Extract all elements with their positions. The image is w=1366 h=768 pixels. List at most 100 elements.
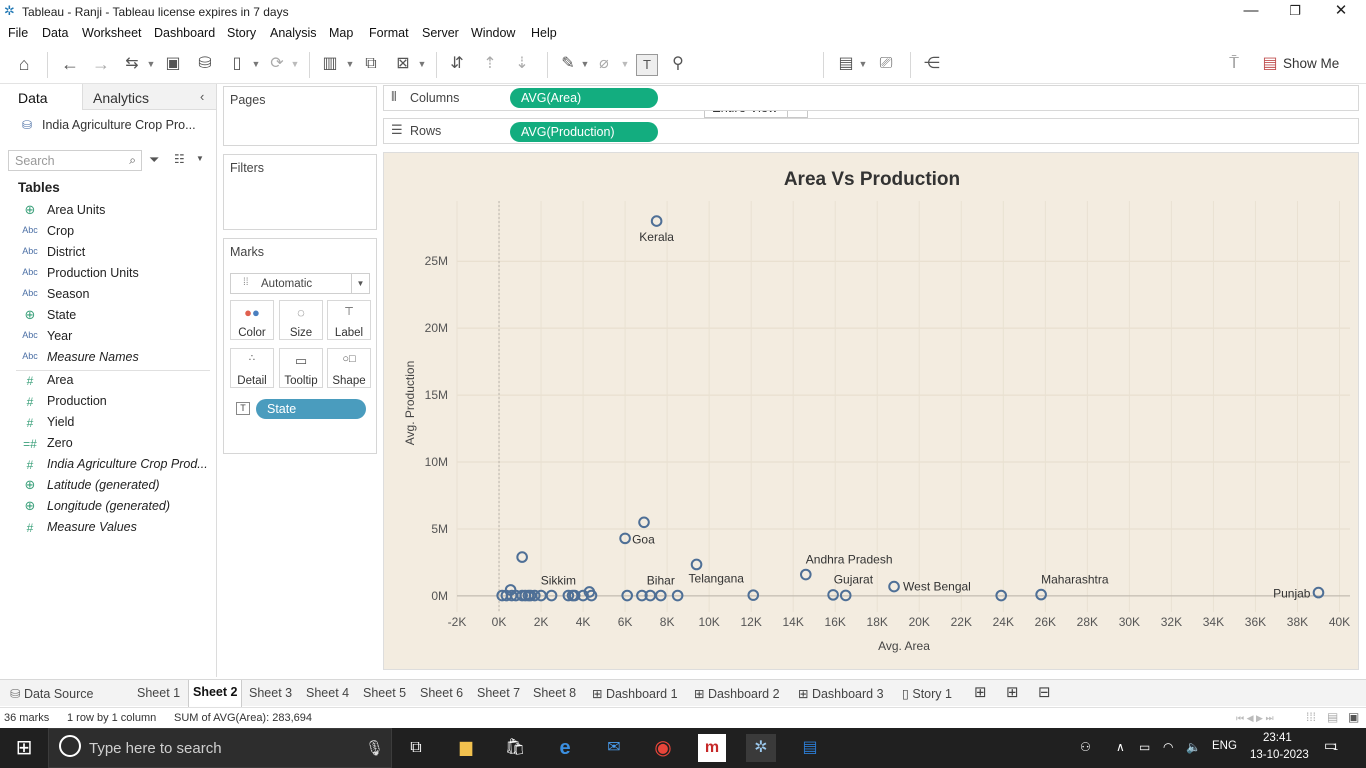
chevron-down-icon[interactable]: ▼: [251, 59, 261, 69]
state-label-pill[interactable]: State: [256, 399, 366, 419]
field-item[interactable]: ⊕ State: [0, 306, 210, 326]
filmstrip-view-icon[interactable]: ▤: [1327, 710, 1339, 724]
data-point[interactable]: [650, 215, 663, 227]
menu-server[interactable]: Server: [422, 26, 459, 40]
battery-icon[interactable]: ▭: [1139, 740, 1151, 754]
field-item[interactable]: ⊕ Area Units: [0, 201, 210, 221]
data-point[interactable]: [747, 589, 760, 601]
menu-worksheet[interactable]: Worksheet: [82, 26, 142, 40]
new-story-tab-icon[interactable]: ⊟: [1038, 684, 1051, 701]
collapse-pane-icon[interactable]: ‹: [200, 89, 205, 104]
clear-sheet-icon[interactable]: ⊠: [396, 55, 410, 72]
tab-data-source[interactable]: ⛁ Data Source: [10, 686, 93, 701]
wifi-icon[interactable]: ◠: [1163, 740, 1174, 754]
size-button[interactable]: ◌ Size: [279, 300, 323, 340]
menu-analysis[interactable]: Analysis: [270, 26, 317, 40]
avg-area-pill[interactable]: AVG(Area): [510, 88, 658, 108]
menu-window[interactable]: Window: [471, 26, 516, 40]
chevron-down-icon[interactable]: ▼: [351, 274, 369, 293]
tab-sheet-2[interactable]: Sheet 2: [188, 680, 243, 707]
datasource-name[interactable]: India Agriculture Crop Pro...: [42, 118, 196, 132]
field-item[interactable]: # Area: [0, 371, 210, 391]
new-worksheet-icon[interactable]: ▥: [322, 55, 338, 72]
data-point[interactable]: [505, 589, 518, 602]
sheet-navigation-icon[interactable]: ⏮ ◀ ▶ ⏭: [1236, 713, 1274, 723]
tab-data[interactable]: Data: [18, 90, 48, 106]
data-point[interactable]: [671, 589, 684, 602]
tab-sheet-8[interactable]: Sheet 8: [533, 686, 577, 700]
tab-sheet-5[interactable]: Sheet 5: [363, 686, 407, 700]
tab-dashboard-3[interactable]: ⊞ Dashboard 3: [798, 686, 884, 701]
chevron-down-icon[interactable]: ▼: [580, 59, 590, 69]
data-point[interactable]: [636, 589, 648, 602]
menu-help[interactable]: Help: [531, 26, 557, 40]
pause-updates-icon[interactable]: ▯: [232, 55, 242, 72]
chart-view[interactable]: Area Vs Production -2K 0K 2K 4K 6K 8K 10K 12K 14…: [383, 152, 1359, 670]
field-item[interactable]: Abc Season: [0, 285, 210, 305]
avg-production-pill[interactable]: AVG(Production): [510, 122, 658, 142]
tab-dashboard-1[interactable]: ⊞ Dashboard 1: [592, 686, 678, 701]
chevron-down-icon[interactable]: ▼: [858, 59, 868, 69]
data-point[interactable]: [562, 589, 575, 602]
field-item[interactable]: ⊕ Latitude (generated): [0, 476, 210, 496]
field-item[interactable]: =# Zero: [0, 434, 210, 454]
refresh-icon[interactable]: ⟳: [270, 55, 284, 72]
language-indicator[interactable]: ENG: [1212, 740, 1237, 752]
fix-axes-icon[interactable]: ⚲: [672, 55, 684, 72]
close-button[interactable]: ✕: [1334, 2, 1348, 19]
field-item[interactable]: Abc Year: [0, 327, 210, 347]
microphone-icon[interactable]: 🎙: [365, 740, 385, 757]
sort-ascending-icon[interactable]: ⇡: [483, 55, 497, 72]
restore-button[interactable]: ❐: [1289, 3, 1301, 18]
data-point[interactable]: [644, 589, 657, 602]
color-button[interactable]: ●● Color: [230, 300, 274, 340]
show-me-button[interactable]: Show Me: [1283, 56, 1340, 71]
data-point[interactable]: [566, 589, 579, 602]
new-dashboard-tab-icon[interactable]: ⊞: [1006, 684, 1019, 701]
save-icon[interactable]: ▣: [165, 55, 181, 72]
edge-icon[interactable]: e: [559, 737, 571, 759]
tabs-view-icon[interactable]: ▣: [1348, 710, 1360, 724]
volume-icon[interactable]: 🔈: [1186, 740, 1201, 754]
chevron-down-icon[interactable]: ▼: [146, 59, 156, 69]
scatter-chart[interactable]: Area Vs Production -2K 0K 2K 4K 6K 8K 10K 12K 14…: [384, 153, 1360, 671]
view-options-icon[interactable]: ☷: [174, 152, 185, 166]
tableau-taskbar-icon[interactable]: ✲: [746, 734, 776, 762]
clock-date[interactable]: 13-10-2023: [1250, 749, 1309, 761]
chevron-down-icon[interactable]: ▼: [290, 59, 300, 69]
notifications-icon[interactable]: ▭: [1324, 737, 1338, 753]
filter-icon[interactable]: ⏷: [149, 152, 160, 167]
chevron-down-icon[interactable]: ▼: [417, 59, 427, 69]
swap-rows-columns-icon[interactable]: ⇵: [450, 55, 464, 72]
field-item[interactable]: # Measure Values: [0, 518, 210, 538]
tab-story-1[interactable]: ▯ Story 1: [902, 686, 952, 701]
data-points[interactable]: [496, 215, 1325, 602]
show-hide-cards-icon[interactable]: ▤: [838, 55, 854, 72]
tab-analytics[interactable]: Analytics: [93, 90, 150, 106]
highlight-icon[interactable]: ✎: [561, 55, 575, 72]
format-painter-icon[interactable]: ⍑: [1229, 55, 1239, 72]
show-hidden-icons-icon[interactable]: ∧: [1116, 740, 1125, 754]
data-point[interactable]: [1035, 588, 1047, 601]
menu-story[interactable]: Story: [227, 26, 257, 40]
chevron-down-icon[interactable]: ▼: [345, 59, 355, 69]
data-point[interactable]: [1312, 586, 1325, 599]
sort-descending-icon[interactable]: ⇣: [515, 55, 529, 72]
group-members-icon[interactable]: ⌀: [599, 55, 609, 72]
tab-sheet-6[interactable]: Sheet 6: [420, 686, 464, 700]
windows-start-icon[interactable]: ⊞: [15, 737, 33, 759]
pages-card[interactable]: Pages: [223, 86, 377, 146]
swap-icon[interactable]: ⇆: [125, 55, 139, 72]
data-point[interactable]: [888, 580, 900, 593]
redo-icon[interactable]: →: [92, 54, 110, 74]
data-point[interactable]: [799, 568, 812, 581]
word-icon[interactable]: ▤: [802, 739, 818, 756]
tab-sheet-1[interactable]: Sheet 1: [137, 686, 181, 700]
detail-button[interactable]: ∴ Detail: [230, 348, 274, 388]
data-point[interactable]: [585, 589, 598, 602]
data-point[interactable]: [839, 589, 852, 602]
show-me-icon[interactable]: ▤: [1262, 55, 1278, 72]
field-item[interactable]: # Yield: [0, 413, 210, 433]
menu-format[interactable]: Format: [369, 26, 409, 40]
field-item[interactable]: # India Agriculture Crop Prod...: [0, 455, 210, 475]
